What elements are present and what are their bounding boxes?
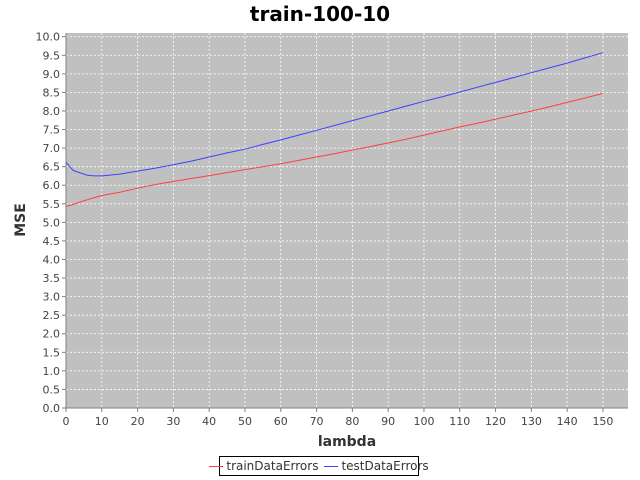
legend-item-train: trainDataErrors — [209, 459, 318, 473]
legend-label-train: trainDataErrors — [226, 459, 319, 473]
x-tick-label: 120 — [485, 415, 506, 428]
legend-item-test: testDataErrors — [324, 459, 429, 473]
y-tick-label: 9.5 — [43, 49, 61, 62]
x-tick-label: 50 — [238, 415, 252, 428]
y-tick-label: 10.0 — [36, 31, 61, 44]
y-tick-label: 6.0 — [43, 179, 61, 192]
x-tick-label: 0 — [63, 415, 70, 428]
x-tick-label: 80 — [345, 415, 359, 428]
x-tick-label: 10 — [95, 415, 109, 428]
x-tick-label: 150 — [592, 415, 613, 428]
x-tick-label: 110 — [449, 415, 470, 428]
y-tick-label: 7.0 — [43, 142, 61, 155]
series-line-testDataErrors — [65, 52, 604, 177]
x-tick-label: 100 — [413, 415, 434, 428]
legend-swatch-train — [209, 465, 224, 467]
y-axis-label: MSE — [13, 203, 29, 237]
y-tick-label: 3.0 — [43, 291, 61, 304]
y-tick-label: 8.0 — [43, 105, 61, 118]
x-tick-label: 70 — [310, 415, 324, 428]
y-tick-label: 1.0 — [43, 365, 61, 378]
x-axis-label: lambda — [318, 434, 376, 450]
y-tick-label: 9.0 — [43, 68, 61, 81]
y-tick-label: 0.0 — [43, 402, 61, 415]
y-tick-label: 3.5 — [43, 272, 61, 285]
y-tick-label: 8.5 — [43, 86, 61, 99]
x-tick-label: 60 — [274, 415, 288, 428]
axis-layer: 0.0 0.5 1.0 1.5 2.0 2.5 3.0 3.5 4.0 4.5 5.0 5.5 6.0 6… — [36, 31, 628, 428]
series-layer — [65, 52, 604, 207]
y-tick-label: 4.5 — [43, 235, 61, 248]
legend: trainDataErrors testDataErrors — [209, 456, 429, 476]
x-tick-label: 130 — [521, 415, 542, 428]
y-tick-label: 5.0 — [43, 216, 61, 229]
x-tick-label: 140 — [557, 415, 578, 428]
y-tick-label: 5.5 — [43, 198, 61, 211]
y-tick-label: 1.5 — [43, 346, 61, 359]
x-tick-label: 40 — [202, 415, 216, 428]
y-tick-label: 0.5 — [43, 383, 61, 396]
plot-background — [66, 33, 628, 408]
y-tick-label: 7.5 — [43, 124, 61, 137]
x-tick-label: 20 — [131, 415, 145, 428]
legend-swatch-test — [324, 465, 339, 467]
series-line-trainDataErrors — [65, 93, 604, 207]
y-tick-label: 6.5 — [43, 161, 61, 174]
x-tick-label: 90 — [381, 415, 395, 428]
grid-layer — [65, 33, 628, 409]
legend-label-test: testDataErrors — [341, 459, 429, 473]
chart-svg: 0.0 0.5 1.0 1.5 2.0 2.5 3.0 3.5 4.0 4.5 5.0 5.5 6.0 6… — [13, 31, 628, 450]
x-tick-label: 30 — [166, 415, 180, 428]
y-tick-label: 2.5 — [43, 309, 61, 322]
y-tick-label: 4.0 — [43, 253, 61, 266]
chart-title: train-100-10 — [249, 2, 391, 26]
y-tick-label: 2.0 — [43, 328, 61, 341]
